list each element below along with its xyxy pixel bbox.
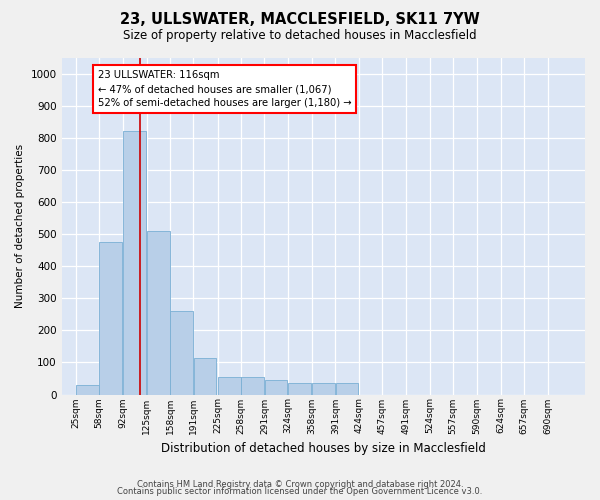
Bar [218,377,241,394]
Bar [76,385,98,394]
Text: Size of property relative to detached houses in Macclesfield: Size of property relative to detached ho… [123,29,477,42]
Bar [335,384,358,394]
Text: Contains public sector information licensed under the Open Government Licence v3: Contains public sector information licen… [118,488,482,496]
Text: 23, ULLSWATER, MACCLESFIELD, SK11 7YW: 23, ULLSWATER, MACCLESFIELD, SK11 7YW [120,12,480,28]
Bar [241,377,264,394]
Bar [194,358,217,395]
X-axis label: Distribution of detached houses by size in Macclesfield: Distribution of detached houses by size … [161,442,486,455]
Text: Contains HM Land Registry data © Crown copyright and database right 2024.: Contains HM Land Registry data © Crown c… [137,480,463,489]
Bar [100,242,122,394]
Bar [312,384,335,394]
Bar [288,384,311,394]
Y-axis label: Number of detached properties: Number of detached properties [15,144,25,308]
Bar [124,132,146,394]
Bar [147,231,170,394]
Bar [265,380,287,394]
Bar [170,311,193,394]
Text: 23 ULLSWATER: 116sqm
← 47% of detached houses are smaller (1,067)
52% of semi-de: 23 ULLSWATER: 116sqm ← 47% of detached h… [98,70,351,108]
